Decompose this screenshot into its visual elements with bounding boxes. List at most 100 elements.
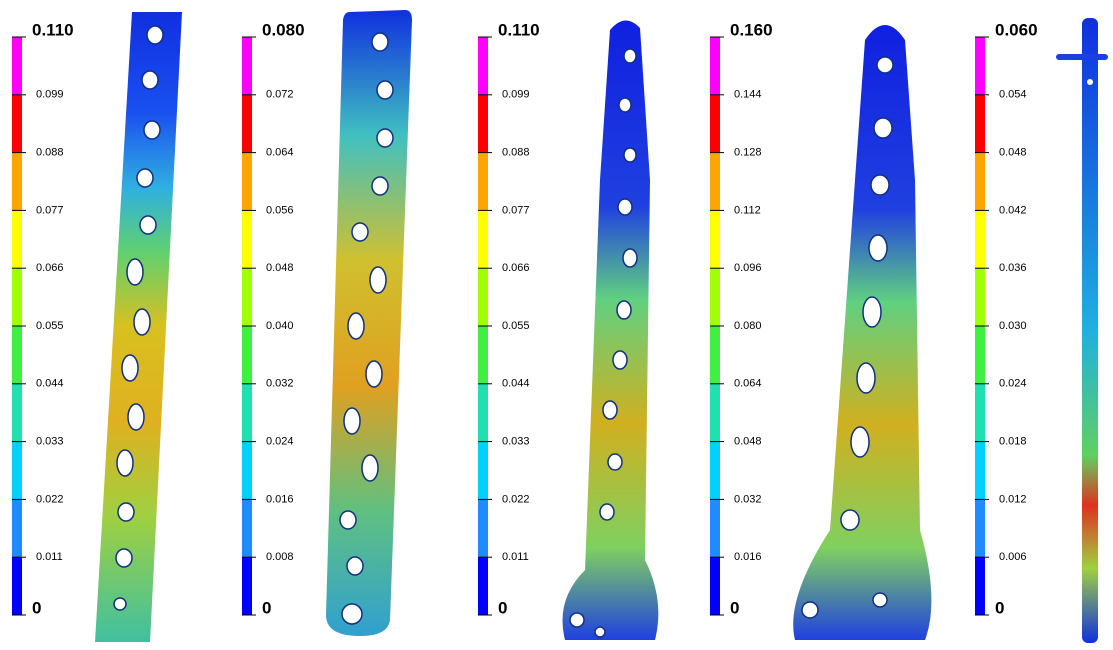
legend-label: 0.032	[734, 493, 762, 505]
legend-label: 0	[498, 598, 507, 617]
legend-label: 0.080	[262, 20, 305, 39]
legend-band	[710, 153, 720, 211]
legend-band	[478, 442, 488, 500]
legend-band	[12, 442, 22, 500]
legend-band	[478, 499, 488, 557]
legend-band	[12, 37, 22, 95]
legend-label: 0.016	[734, 551, 762, 563]
legend-label: 0.112	[734, 204, 761, 216]
color-legend: 0.110 0.099 0.088 0.077 0.066 0.055 0.044 0.033…	[12, 20, 74, 617]
legend-band	[478, 268, 488, 326]
legend-band	[975, 557, 985, 615]
legend-band	[975, 153, 985, 211]
legend-label: 0.060	[995, 20, 1038, 39]
legend-label: 0.072	[266, 89, 294, 101]
legend-label: 0.064	[266, 147, 294, 159]
legend-label: 0.144	[734, 89, 762, 101]
legend-band	[12, 326, 22, 384]
legend-band	[242, 384, 252, 442]
legend-band	[478, 384, 488, 442]
legend-band	[478, 95, 488, 153]
legend-band	[242, 95, 252, 153]
legend-label: 0.030	[999, 320, 1027, 332]
legend-label: 0	[730, 598, 739, 617]
legend-label: 0.088	[36, 147, 64, 159]
legend-band	[975, 384, 985, 442]
legend-band	[710, 210, 720, 268]
legend-label: 0.080	[734, 320, 762, 332]
legend-label: 0.040	[266, 320, 294, 332]
legend-label: 0.128	[734, 147, 762, 159]
legend-band	[12, 499, 22, 557]
legend-band	[710, 95, 720, 153]
legend-label: 0.055	[36, 320, 64, 332]
legend-label: 0.011	[36, 551, 63, 563]
color-legend: 0.080 0.072 0.064 0.056 0.048 0.040 0.032 0.024…	[242, 20, 305, 617]
legend-label: 0.110	[498, 20, 540, 39]
legend-label: 0.032	[266, 378, 294, 390]
plate	[1056, 18, 1108, 643]
legend-label: 0.099	[36, 89, 64, 101]
legend-label: 0.022	[502, 493, 530, 505]
legend-label: 0.099	[502, 89, 530, 101]
figure: 0.110 0.099 0.088 0.077 0.066 0.055 0.044 0.033…	[0, 0, 1113, 645]
legend-band	[710, 557, 720, 615]
legend-band	[975, 326, 985, 384]
legend-label: 0.048	[999, 147, 1027, 159]
legend-label: 0.044	[36, 378, 64, 390]
legend-band	[710, 442, 720, 500]
legend-label: 0.066	[36, 262, 64, 274]
plate	[95, 12, 182, 642]
legend-band	[975, 210, 985, 268]
legend-label: 0.064	[734, 378, 762, 390]
legend-label: 0.055	[502, 320, 530, 332]
legend-band	[478, 557, 488, 615]
legend-band	[710, 268, 720, 326]
legend-label: 0.096	[734, 262, 762, 274]
legend-band	[12, 210, 22, 268]
plate	[326, 10, 412, 636]
legend-label: 0.077	[502, 204, 530, 216]
legend-band	[242, 499, 252, 557]
legend-label: 0.012	[999, 493, 1027, 505]
plate	[563, 20, 659, 640]
legend-band	[12, 557, 22, 615]
legend-label: 0.011	[502, 551, 529, 563]
legend-band	[12, 268, 22, 326]
legend-band	[242, 268, 252, 326]
legend-band	[710, 326, 720, 384]
legend-band	[12, 95, 22, 153]
legend-band	[975, 499, 985, 557]
legend-band	[242, 557, 252, 615]
legend-label: 0.048	[266, 262, 294, 274]
legend-band	[242, 210, 252, 268]
legend-label: 0.160	[730, 20, 773, 39]
legend-label: 0.077	[36, 204, 64, 216]
legend-label: 0.024	[266, 436, 294, 448]
plate	[793, 25, 931, 640]
legend-label: 0.048	[734, 436, 762, 448]
legend-band	[710, 499, 720, 557]
legend-label: 0.024	[999, 378, 1027, 390]
legend-band	[975, 442, 985, 500]
legend-label: 0.006	[999, 551, 1027, 563]
color-legend: 0.1100.0990.0880.0770.0660.0550.0440.033…	[478, 20, 540, 617]
legend-band	[242, 37, 252, 95]
legend-band	[478, 153, 488, 211]
legend-band	[242, 442, 252, 500]
legend-label: 0.056	[266, 204, 294, 216]
color-legend: 0.160 0.144 0.128 0.112 0.096 0.080 0.064 0.048…	[710, 20, 773, 617]
legend-label: 0.022	[36, 493, 64, 505]
legend-band	[242, 153, 252, 211]
legend-label: 0.110	[32, 20, 74, 39]
legend-band	[478, 37, 488, 95]
legend-label: 0.042	[999, 204, 1027, 216]
color-legend: 0.0600.0540.0480.0420.0360.0300.0240.018…	[975, 20, 1038, 617]
legend-band	[12, 153, 22, 211]
legend-label: 0.033	[36, 436, 64, 448]
legend-band	[975, 268, 985, 326]
legend-band	[478, 326, 488, 384]
legend-label: 0.066	[502, 262, 530, 274]
legend-band	[242, 326, 252, 384]
legend-label: 0.033	[502, 436, 530, 448]
